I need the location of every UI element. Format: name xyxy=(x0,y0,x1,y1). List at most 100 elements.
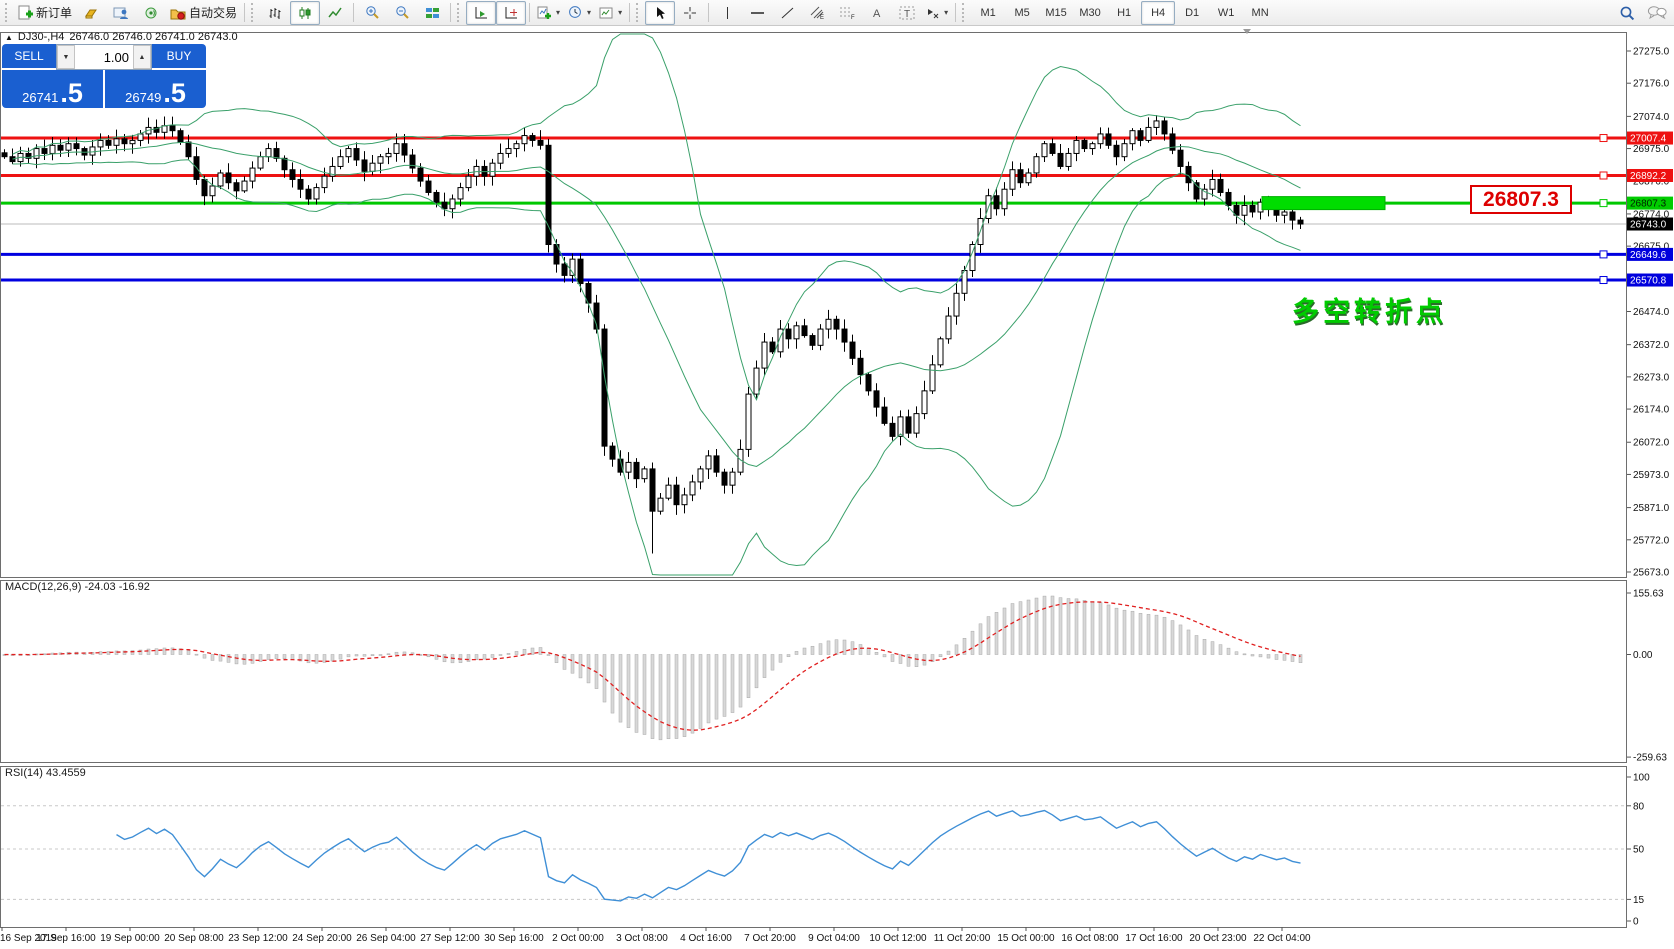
bollinger-layer xyxy=(12,33,1301,576)
tile-windows-button[interactable] xyxy=(417,1,447,25)
buy-price[interactable]: 26749 .5 xyxy=(105,70,206,108)
macd-bar xyxy=(930,654,935,662)
line-anchor[interactable] xyxy=(1599,276,1608,285)
chart-shift-button[interactable] xyxy=(496,0,527,25)
candle xyxy=(105,135,112,149)
line-anchor[interactable] xyxy=(1599,250,1608,259)
line-chart-button[interactable] xyxy=(320,1,350,25)
volume-stepper: ▼ ▲ xyxy=(56,44,152,70)
vertical-line-button[interactable] xyxy=(712,1,742,25)
macd-bar xyxy=(1226,647,1231,655)
group-drag-handle[interactable] xyxy=(962,3,968,22)
candle xyxy=(689,474,696,502)
macd-bar xyxy=(986,616,991,655)
group-drag-handle[interactable] xyxy=(457,3,463,22)
label-button[interactable]: T xyxy=(892,1,922,25)
macd-bar xyxy=(354,654,359,657)
macd-bar xyxy=(298,654,303,662)
volume-decrement-button[interactable]: ▼ xyxy=(57,45,75,69)
timeframe-button-h4[interactable]: H4 xyxy=(1141,0,1176,25)
volume-increment-button[interactable]: ▲ xyxy=(133,45,151,69)
time-axis[interactable] xyxy=(0,928,1626,949)
macd-bar xyxy=(482,654,487,660)
macd-bar xyxy=(274,654,279,659)
text-button[interactable]: A xyxy=(862,1,892,25)
price-level-label[interactable]: 26807.3 xyxy=(1470,185,1572,214)
group-drag-handle[interactable] xyxy=(636,3,642,22)
candle xyxy=(25,147,32,164)
timeframe-group: M1 M5 M15 M30 H1 H4 D1 W1 MN xyxy=(971,0,1277,25)
volume-input[interactable] xyxy=(75,45,133,69)
signals-button[interactable] xyxy=(136,1,166,25)
timeframe-button-m30[interactable]: M30 xyxy=(1079,6,1101,19)
periods-button[interactable]: ▾ xyxy=(564,1,595,25)
macd-bar xyxy=(434,654,439,660)
objects-layer xyxy=(1243,29,1386,211)
label-icon: T xyxy=(899,6,915,20)
highlight-zone[interactable] xyxy=(1261,196,1386,211)
new-order-button[interactable]: 新订单 xyxy=(14,1,76,25)
line-anchor[interactable] xyxy=(1599,199,1608,208)
timeframe-button-m1[interactable]: M1 xyxy=(980,6,996,19)
crosshair-button[interactable] xyxy=(675,1,705,25)
auto-scroll-button[interactable] xyxy=(466,0,497,25)
macd-bar xyxy=(1114,607,1119,655)
sell-button[interactable]: SELL xyxy=(2,44,56,70)
macd-panel-canvas[interactable] xyxy=(0,580,1626,762)
macd-bar xyxy=(914,654,919,667)
line-anchor[interactable] xyxy=(1599,171,1608,180)
macd-bar xyxy=(1018,601,1023,655)
horizontal-line-button[interactable] xyxy=(742,1,772,25)
candlestick-chart-button[interactable] xyxy=(290,0,321,25)
candle xyxy=(1217,173,1224,197)
zoom-out-button[interactable] xyxy=(387,1,417,25)
rsi-panel-canvas[interactable] xyxy=(0,766,1626,927)
buy-button[interactable]: BUY xyxy=(152,44,206,70)
timeframe-button-d1[interactable]: D1 xyxy=(1185,6,1200,19)
candle xyxy=(1057,143,1064,170)
group-drag-handle[interactable] xyxy=(251,3,257,22)
candle xyxy=(1025,168,1032,186)
macd-bar xyxy=(322,654,327,663)
price-tick-label: 26072.0 xyxy=(1633,438,1670,449)
timeframe-button-m5[interactable]: M5 xyxy=(1014,6,1030,19)
cursor-button[interactable] xyxy=(645,0,676,25)
time-tick-label: 9 Oct 04:00 xyxy=(808,933,860,944)
timeframe-button-mn[interactable]: MN xyxy=(1251,6,1269,19)
indicators-button[interactable]: ▾ xyxy=(533,1,564,25)
macd-bar xyxy=(906,654,911,667)
zoom-in-button[interactable] xyxy=(357,1,387,25)
macd-bar xyxy=(314,654,319,664)
collapse-arrow-icon[interactable]: ▲ xyxy=(5,32,13,42)
search-button[interactable] xyxy=(1612,1,1642,25)
fibonacci-button[interactable]: F xyxy=(832,1,862,25)
depth-of-market-button[interactable] xyxy=(76,1,106,25)
market-watch-button[interactable] xyxy=(106,1,136,25)
candle xyxy=(937,336,944,368)
candle xyxy=(305,185,312,205)
sell-price[interactable]: 26741 .5 xyxy=(2,70,103,108)
templates-button[interactable]: ▾ xyxy=(595,1,626,25)
autotrading-button[interactable]: 自动交易 xyxy=(166,1,241,25)
line-anchor[interactable] xyxy=(1599,134,1608,143)
chat-button[interactable] xyxy=(1642,1,1672,25)
candle xyxy=(833,315,840,340)
price-tick-label: 26273.0 xyxy=(1633,372,1670,383)
timeframe-button-h1[interactable]: H1 xyxy=(1117,6,1132,19)
bar-chart-button[interactable] xyxy=(260,1,290,25)
candle xyxy=(849,334,856,365)
toolbar-drag-handle[interactable] xyxy=(5,3,11,22)
macd-bar xyxy=(698,654,703,729)
arrows-button[interactable]: ▾ xyxy=(922,1,952,25)
candle xyxy=(457,182,464,207)
equidistant-channel-button[interactable]: E xyxy=(802,1,832,25)
annotation-text[interactable]: 多空转折点 xyxy=(1292,297,1447,327)
timeframe-button-m15[interactable]: M15 xyxy=(1045,6,1067,19)
candle xyxy=(841,319,848,352)
price-axis[interactable] xyxy=(1627,32,1674,927)
candle xyxy=(313,183,320,205)
trendline-button[interactable] xyxy=(772,1,802,25)
timeframe-button-w1[interactable]: W1 xyxy=(1217,6,1235,19)
buy-price-main: 26749 xyxy=(125,90,162,105)
